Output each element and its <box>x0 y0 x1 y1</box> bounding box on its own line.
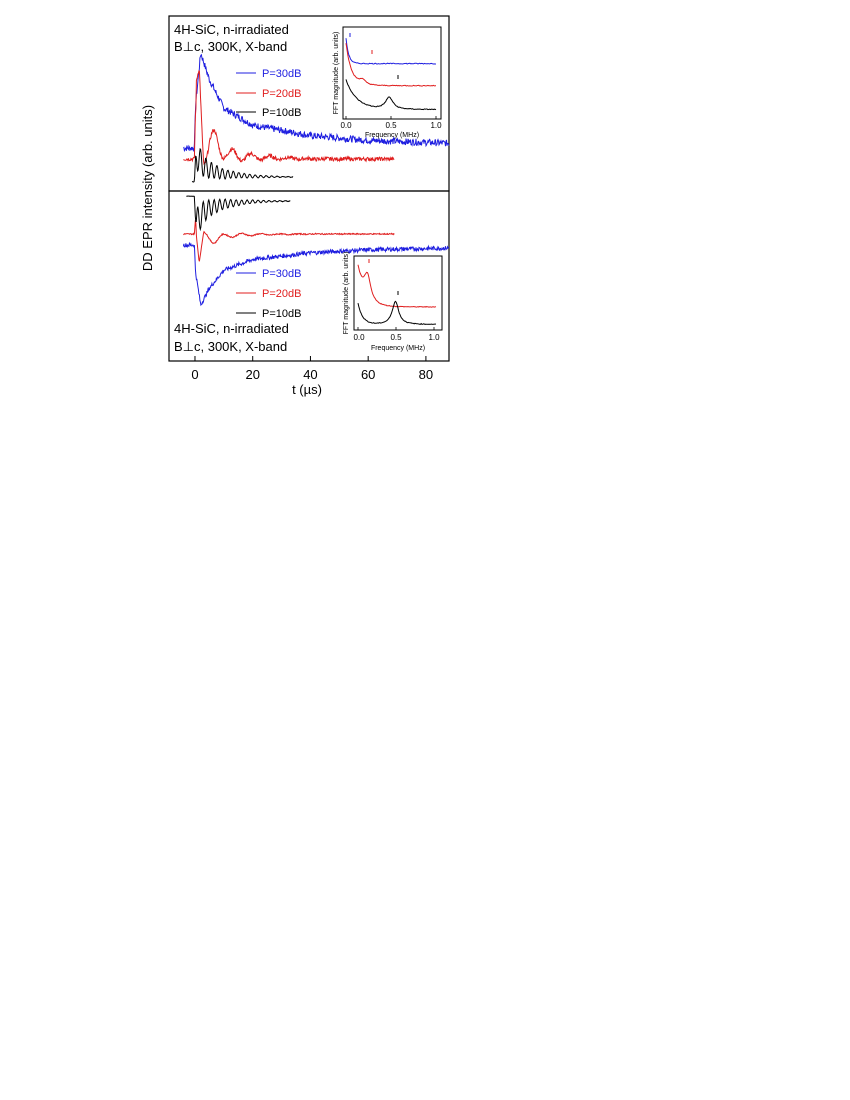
bottom-inset-curves <box>357 264 437 325</box>
bottom-inset-xlabel: Frequency (MHz) <box>371 345 425 352</box>
x-tick-label-60: 60 <box>361 367 375 382</box>
top-series-p-10db <box>191 147 294 183</box>
y-axis-label: DD EPR intensity (arb. units) <box>140 105 155 271</box>
top-inset-frame <box>342 26 442 120</box>
x-tick-label-20: 20 <box>245 367 259 382</box>
top-panel-curves <box>183 53 450 183</box>
legend-label-p20-top: P=20dB <box>262 88 301 100</box>
bottom-inset-spectrum-red <box>357 264 437 308</box>
top-inset-ylabel: FFT magnitude (arb. units) <box>333 32 340 115</box>
top-legend: P=30dB P=20dB P=10dB <box>236 68 301 119</box>
x-axis-ticks: 0 20 40 60 80 <box>191 356 433 382</box>
x-tick-label-40: 40 <box>303 367 317 382</box>
x-axis-label: t (µs) <box>292 382 322 397</box>
bottom-inset-spectrum-black <box>357 300 437 325</box>
legend-label-p30-top: P=30dB <box>262 68 301 80</box>
bottom-annotation-line-2: B⊥c, 300K, X-band <box>174 339 287 354</box>
bottom-inset-tick-label-0: 0.0 <box>353 333 365 342</box>
bottom-panel-frame <box>168 190 450 362</box>
top-inset-spectrum-red <box>345 43 436 87</box>
top-series-p-20db <box>183 70 395 166</box>
top-inset-spectrum-black <box>345 79 437 111</box>
top-inset-tick-label-0: 0.0 <box>340 121 352 130</box>
bottom-series-p-10db <box>186 195 291 232</box>
top-annotation-line-1: 4H-SiC, n-irradiated <box>174 22 289 37</box>
bottom-annotation-line-1: 4H-SiC, n-irradiated <box>174 321 289 336</box>
top-annotation-line-2: B⊥c, 300K, X-band <box>174 39 287 54</box>
top-inset-curves <box>345 38 437 111</box>
bottom-inset: 0.0 0.5 1.0 Frequency (MHz) FFT magnitud… <box>343 252 443 352</box>
legend-label-p10-top: P=10dB <box>262 107 301 119</box>
top-inset-tick-label-05: 0.5 <box>385 121 397 130</box>
legend-label-p10-bottom: P=10dB <box>262 308 301 320</box>
legend-label-p20-bottom: P=20dB <box>262 288 301 300</box>
bottom-inset-tick-label-1: 1.0 <box>428 333 440 342</box>
top-series-p-30db <box>183 53 450 153</box>
legend-label-p30-bottom: P=30dB <box>262 268 301 280</box>
top-inset-tick-label-1: 1.0 <box>430 121 442 130</box>
bottom-inset-ylabel: FFT magnitude (arb. units) <box>343 252 350 335</box>
bottom-inset-tick-label-05: 0.5 <box>390 333 402 342</box>
bottom-series-p-20db <box>183 220 395 262</box>
x-tick-label-0: 0 <box>191 367 198 382</box>
bottom-legend: P=30dB P=20dB P=10dB <box>236 268 301 320</box>
top-inset-spectrum-blue <box>345 38 436 65</box>
top-inset: 0.0 0.5 1.0 Frequency (MHz) FFT magnitud… <box>333 26 442 139</box>
bottom-series-p-30db <box>182 241 450 307</box>
x-tick-label-80: 80 <box>419 367 433 382</box>
top-inset-xlabel: Frequency (MHz) <box>365 132 419 139</box>
bottom-panel-curves <box>182 195 450 307</box>
